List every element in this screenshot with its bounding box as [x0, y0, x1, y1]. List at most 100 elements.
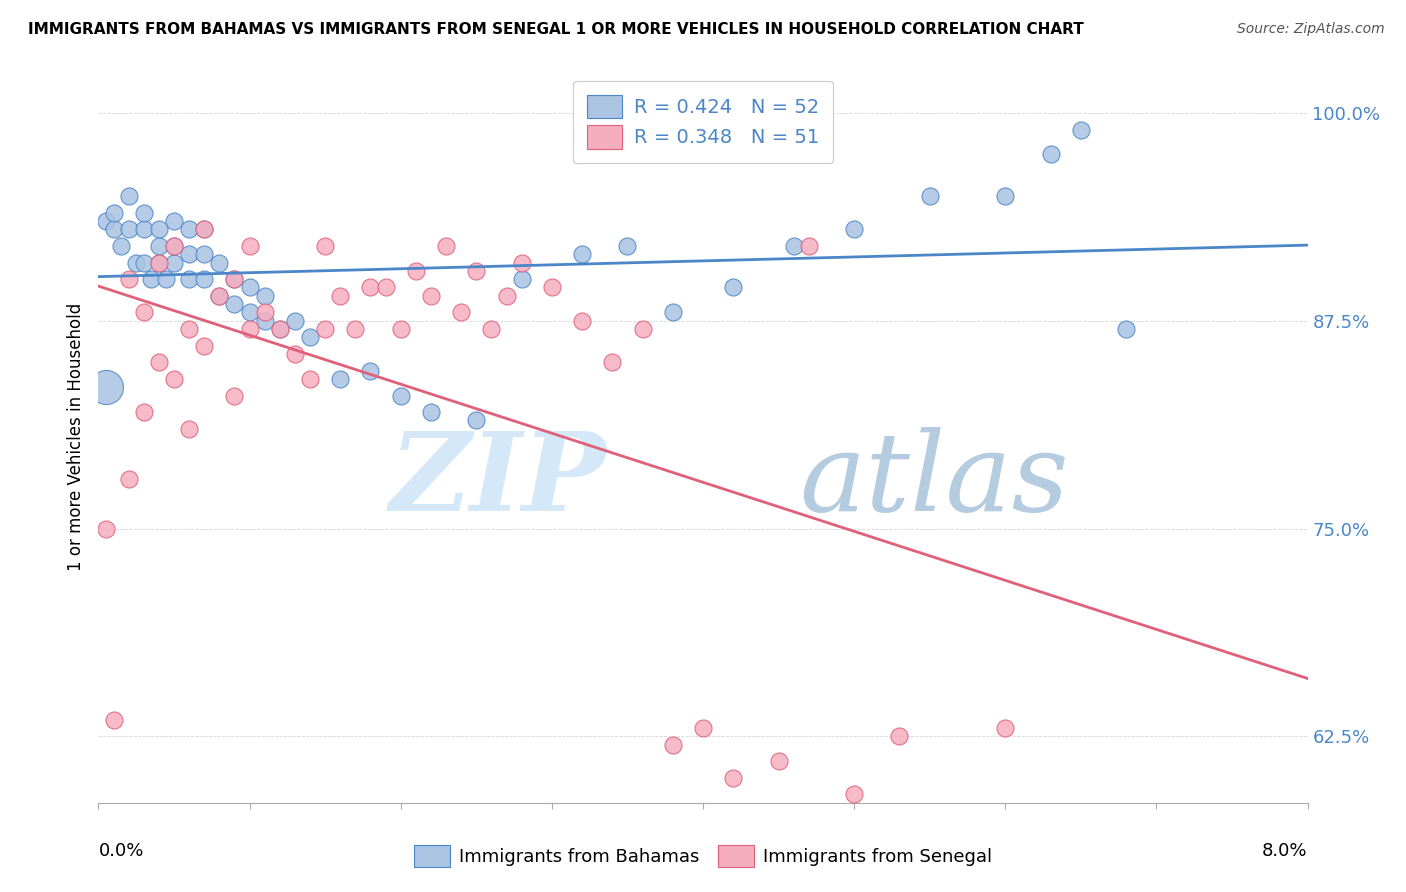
Point	[239, 305, 262, 319]
Point	[571, 247, 593, 261]
Point	[155, 272, 177, 286]
Point	[329, 372, 352, 386]
Point	[132, 305, 155, 319]
Text: Source: ZipAtlas.com: Source: ZipAtlas.com	[1237, 22, 1385, 37]
Point	[737, 139, 759, 153]
Point	[148, 255, 170, 269]
Point	[797, 239, 820, 253]
Point	[723, 771, 745, 785]
Point	[148, 239, 170, 253]
Point	[540, 280, 562, 294]
Point	[844, 222, 866, 236]
Point	[374, 280, 396, 294]
Point	[465, 264, 488, 278]
Point	[253, 305, 276, 319]
Point	[208, 289, 231, 303]
Point	[994, 721, 1017, 735]
Point	[314, 239, 336, 253]
Point	[284, 347, 307, 361]
Point	[510, 272, 533, 286]
Point	[994, 189, 1017, 203]
Point	[299, 372, 322, 386]
Point	[360, 280, 382, 294]
Text: 8.0%: 8.0%	[1263, 842, 1308, 860]
Point	[434, 239, 457, 253]
Point	[269, 322, 291, 336]
Point	[94, 214, 117, 228]
Point	[661, 305, 683, 319]
Point	[193, 222, 215, 236]
Point	[118, 272, 141, 286]
Point	[148, 355, 170, 369]
Point	[239, 280, 262, 294]
Point	[344, 322, 367, 336]
Point	[224, 388, 246, 402]
Point	[163, 372, 186, 386]
Point	[481, 322, 503, 336]
Point	[405, 264, 427, 278]
Point	[132, 222, 155, 236]
Point	[616, 239, 638, 253]
Point	[163, 255, 186, 269]
Point	[208, 289, 231, 303]
Point	[118, 222, 141, 236]
Point	[224, 272, 246, 286]
Point	[1115, 322, 1137, 336]
Point	[94, 380, 117, 394]
Point	[571, 314, 593, 328]
Point	[465, 413, 488, 427]
Point	[602, 355, 624, 369]
Point	[661, 738, 683, 752]
Point	[269, 322, 291, 336]
Point	[1039, 147, 1062, 161]
Point	[420, 289, 443, 303]
Point	[420, 405, 443, 419]
Point	[163, 239, 186, 253]
Point	[179, 272, 201, 286]
Point	[510, 255, 533, 269]
Point	[148, 222, 170, 236]
Legend: Immigrants from Bahamas, Immigrants from Senegal: Immigrants from Bahamas, Immigrants from…	[406, 838, 1000, 874]
Point	[495, 289, 517, 303]
Point	[148, 255, 170, 269]
Text: 0.0%: 0.0%	[98, 842, 143, 860]
Point	[132, 405, 155, 419]
Point	[193, 272, 215, 286]
Point	[239, 239, 262, 253]
Point	[844, 788, 866, 802]
Point	[94, 521, 117, 535]
Point	[110, 239, 132, 253]
Point	[389, 322, 412, 336]
Point	[299, 330, 322, 344]
Point	[163, 214, 186, 228]
Point	[208, 255, 231, 269]
Point	[118, 472, 141, 486]
Point	[1070, 122, 1092, 136]
Point	[193, 338, 215, 352]
Point	[631, 322, 654, 336]
Point	[329, 289, 352, 303]
Point	[253, 314, 276, 328]
Point	[918, 189, 941, 203]
Y-axis label: 1 or more Vehicles in Household: 1 or more Vehicles in Household	[66, 303, 84, 571]
Point	[723, 280, 745, 294]
Point	[103, 222, 125, 236]
Point	[132, 205, 155, 219]
Legend: R = 0.424   N = 52, R = 0.348   N = 51: R = 0.424 N = 52, R = 0.348 N = 51	[574, 81, 832, 162]
Point	[179, 322, 201, 336]
Text: IMMIGRANTS FROM BAHAMAS VS IMMIGRANTS FROM SENEGAL 1 OR MORE VEHICLES IN HOUSEHO: IMMIGRANTS FROM BAHAMAS VS IMMIGRANTS FR…	[28, 22, 1084, 37]
Point	[768, 754, 790, 768]
Point	[125, 255, 148, 269]
Text: ZIP: ZIP	[389, 427, 606, 534]
Point	[132, 255, 155, 269]
Point	[224, 272, 246, 286]
Point	[224, 297, 246, 311]
Point	[239, 322, 262, 336]
Point	[314, 322, 336, 336]
Point	[284, 314, 307, 328]
Text: atlas: atlas	[800, 427, 1070, 534]
Point	[179, 222, 201, 236]
Point	[692, 721, 714, 735]
Point	[118, 189, 141, 203]
Point	[389, 388, 412, 402]
